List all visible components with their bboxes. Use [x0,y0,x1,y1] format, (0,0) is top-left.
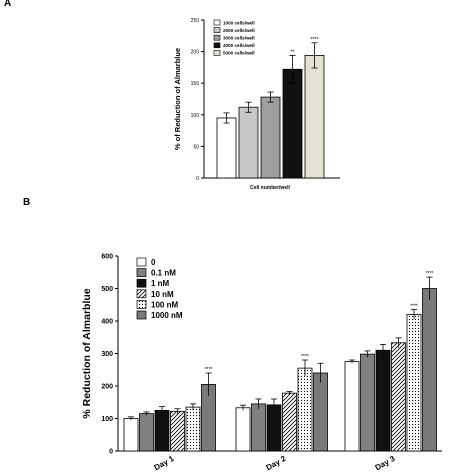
y-tick-label: 0 [109,449,113,456]
x-tick-label: Day 3 [374,454,397,473]
bar [266,404,282,452]
significance-label: **** [410,304,418,310]
bar [422,288,437,452]
legend-swatch [213,50,221,56]
bar [344,361,360,452]
significance-label: **** [301,354,309,360]
legend-swatch [213,27,221,33]
y-tick-label: 250 [191,18,200,24]
bar [260,96,281,179]
bar [185,406,201,452]
bar [313,372,328,452]
significance-label: ** [290,49,295,55]
y-tick-label: 400 [101,319,113,326]
legend-swatch [213,19,221,26]
y-tick-label: 500 [101,286,113,293]
legend-swatch [136,300,147,309]
significance-label: **** [426,271,434,277]
bar [170,410,185,452]
legend-label: 1000 nM [151,311,183,320]
legend-swatch [213,42,221,49]
y-tick-label: 100 [191,113,200,119]
y-tick-label: 50 [193,144,199,150]
legend-label: 10 nM [151,290,174,299]
legend-label: 100 nM [151,300,178,309]
bar [375,349,391,452]
bar [360,353,375,452]
bar [139,413,154,452]
bar [235,407,251,452]
y-tick-label: 0 [196,176,199,182]
bar [251,403,266,452]
legend-label: 5000 cells/well [223,51,255,56]
bar [154,409,170,452]
x-axis-label: Cell number/well [250,185,290,191]
legend-swatch [136,257,147,267]
y-tick-label: 300 [101,351,113,358]
bar [282,392,297,452]
y-tick-label: 600 [101,254,113,261]
bar [406,314,422,452]
x-tick-label: Day 2 [265,454,288,473]
y-axis-label: % Reduction of Almarblue [81,288,93,418]
legend-label: 4000 cells/well [223,43,255,48]
y-tick-label: 200 [191,50,200,56]
y-tick-label: 100 [101,416,113,423]
significance-label: **** [310,37,319,43]
legend-swatch [136,278,147,288]
legend-label: 2000 cells/well [223,28,255,33]
x-tick-label: Day 1 [153,454,176,473]
legend-swatch [136,268,147,277]
legend-swatch [136,310,147,320]
legend-swatch [136,289,147,299]
panel-label-a: A [4,0,11,9]
y-tick-label: 200 [101,384,113,391]
chart-a: 0 50 100 150 200 250 % of Reduction of Almarbl… [173,18,340,191]
bar [304,54,325,179]
legend-label: 3000 cells/well [223,36,255,41]
bar [216,117,237,179]
legend-label: 0 [151,258,156,267]
bar [123,418,139,452]
y-axis-label: % of Reduction of Almarblue [173,48,182,150]
bar [282,68,303,179]
legend-swatch [213,34,221,41]
significance-label: **** [205,367,213,373]
panel-label-b: B [23,197,30,208]
legend-label: 0.1 nM [151,269,176,278]
chart-b: 0 100 200 300 400 500 600 % Reduction of Almarb… [81,254,442,473]
bar [297,367,313,452]
legend-label: 1000 cells/well [223,20,255,25]
bar [238,106,259,179]
legend-label: 1 nM [151,279,170,288]
bar [391,342,406,452]
y-tick-label: 150 [191,81,200,87]
